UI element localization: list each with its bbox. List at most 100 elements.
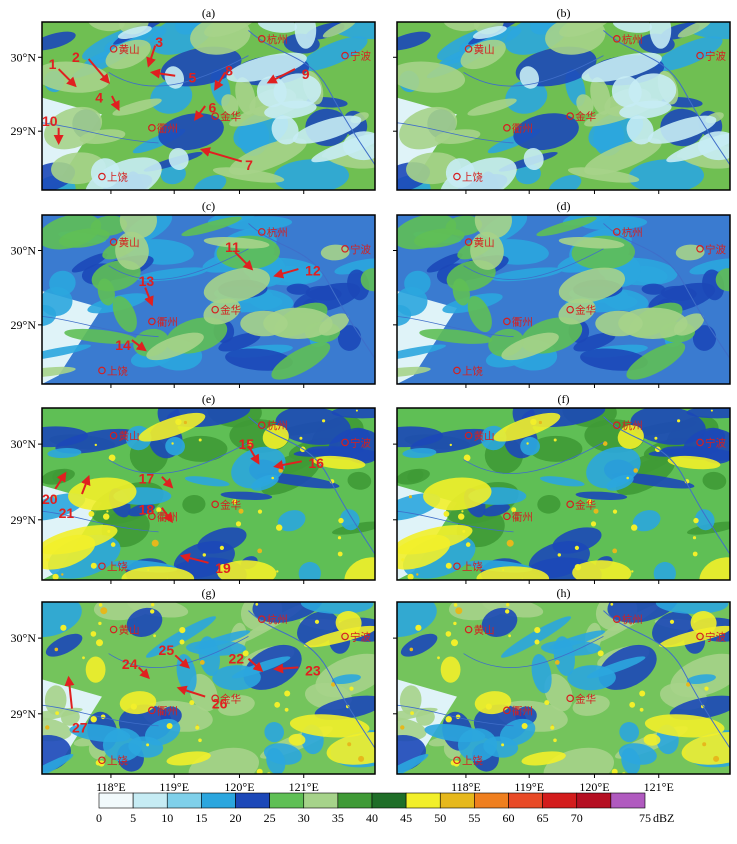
echo-cell <box>632 510 661 532</box>
city-label: 宁波 <box>350 630 371 643</box>
echo-cell <box>182 494 206 514</box>
annotation-arrow <box>110 95 120 112</box>
colorbar-swatch <box>201 792 236 809</box>
annotation-number: 25 <box>159 642 175 658</box>
echo-speck <box>511 507 517 513</box>
panel-label: (h) <box>557 586 571 600</box>
annotation-number: 20 <box>42 491 58 507</box>
echo-speck <box>677 419 681 423</box>
echo-speck <box>461 510 464 513</box>
city-label: 上饶 <box>462 754 483 767</box>
city-label: 金华 <box>575 304 596 317</box>
echo-cell <box>655 602 729 614</box>
echo-cell <box>400 633 438 657</box>
echo-cell <box>184 476 230 487</box>
coastline <box>603 30 730 166</box>
echo-cell <box>335 610 362 635</box>
echo-cell <box>47 448 82 458</box>
echo-cell <box>294 22 317 49</box>
annotation-number: 21 <box>59 505 75 521</box>
echo-speck <box>506 539 514 547</box>
echo-cell <box>440 656 461 683</box>
echo-speck <box>612 509 618 514</box>
echo-cell <box>630 408 706 445</box>
echo-cell <box>397 426 443 448</box>
annotation-arrow <box>273 663 299 674</box>
echo-cell <box>520 436 540 456</box>
city-label: 金华 <box>220 692 241 705</box>
echo-cell <box>292 115 362 144</box>
echo-speck <box>331 682 336 687</box>
echo-speck <box>314 619 320 624</box>
panel-label: (c) <box>202 199 215 213</box>
echo-cell <box>397 534 451 570</box>
echo-cell <box>397 716 427 742</box>
city-marker <box>98 562 106 571</box>
echo-cell <box>71 253 108 273</box>
echo-cell <box>42 707 83 724</box>
echo-speck <box>175 418 182 426</box>
city-label: 杭州 <box>622 613 643 626</box>
city-marker <box>109 625 118 634</box>
annotation-arrow <box>64 675 75 709</box>
city-marker <box>612 615 621 624</box>
colorbar-tick-label: 55 <box>468 811 480 825</box>
city-label: 杭州 <box>622 419 643 432</box>
echo-speck <box>401 558 405 562</box>
annotation-number: 18 <box>139 501 155 517</box>
panel-frame <box>396 214 731 385</box>
echo-speck <box>257 548 263 554</box>
echo-speck <box>410 711 414 715</box>
colorbar-tick-label: 65 <box>537 811 549 825</box>
echo-cell <box>212 665 261 691</box>
echo-speck <box>82 656 85 660</box>
echo-speck <box>106 510 109 513</box>
echo-speck <box>110 542 116 547</box>
province-border <box>42 122 159 144</box>
echo-cell <box>193 174 227 190</box>
annotation-number: 3 <box>155 34 163 50</box>
echo-speck <box>235 521 242 527</box>
echo-cell <box>397 344 446 361</box>
echo-cell <box>611 76 642 108</box>
echo-cell <box>681 732 730 765</box>
echo-speck <box>409 647 414 652</box>
city-label: 黄山 <box>119 236 140 249</box>
echo-speck <box>669 619 675 624</box>
city-marker <box>98 756 106 765</box>
echo-speck <box>171 442 174 445</box>
city-label: 黄山 <box>119 624 140 637</box>
annotation-number: 27 <box>72 719 88 735</box>
echo-cell <box>655 36 723 72</box>
panel-frame <box>396 21 731 191</box>
annotation-number: 9 <box>302 66 310 82</box>
echo-speck <box>713 755 720 762</box>
echo-cell <box>619 100 672 120</box>
city-marker <box>148 317 156 326</box>
echo-cell <box>426 253 463 273</box>
echo-speck <box>449 443 452 447</box>
echo-cell <box>271 115 299 145</box>
echo-cell <box>584 138 662 176</box>
annotation-number: 12 <box>305 263 321 279</box>
echo-cell <box>531 653 552 694</box>
city-label: 金华 <box>220 110 241 123</box>
city-marker <box>109 431 118 440</box>
coastline <box>248 223 375 359</box>
echo-speck <box>633 468 638 473</box>
echo-speck <box>94 443 98 447</box>
annotation-number: 6 <box>209 100 217 116</box>
city-marker <box>566 694 574 703</box>
annotation-number: 1 <box>49 56 57 72</box>
echo-cell <box>204 22 257 37</box>
annotation-arrow <box>161 476 174 489</box>
city-marker <box>503 706 511 715</box>
annotation-arrow <box>87 58 110 85</box>
echo-cell <box>174 435 228 462</box>
city-marker <box>612 228 621 236</box>
echo-cell <box>344 557 375 580</box>
echo-speck <box>90 631 97 637</box>
echo-cell <box>467 98 517 116</box>
city-marker <box>464 45 473 53</box>
